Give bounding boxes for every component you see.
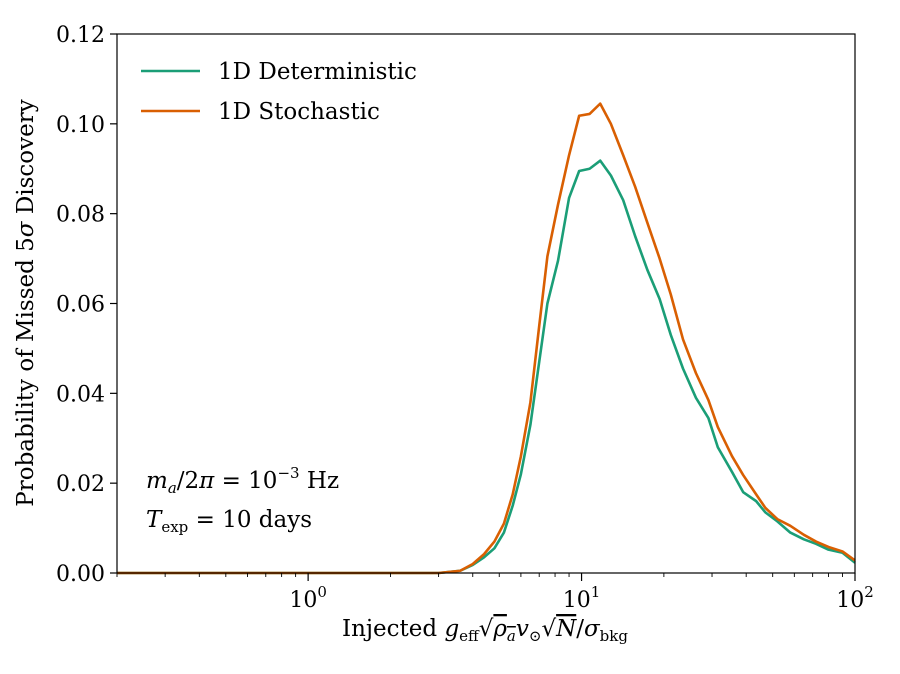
x-tick-label: 102 <box>836 583 874 613</box>
annotation-block: ma/2π = 10−3 Hz Texp = 10 days <box>146 464 339 536</box>
y-tick-label: 0.00 <box>56 562 105 587</box>
axis-ticks: 0.00 0.02 0.04 0.06 0.08 0.10 0.12 100 101 102 <box>56 23 874 613</box>
annotation-exposure: Texp = 10 days <box>146 507 312 536</box>
y-tick-label: 0.08 <box>56 203 105 228</box>
series-line-1d-deterministic <box>117 159 856 575</box>
y-tick-label: 0.02 <box>56 472 105 497</box>
plot-lines <box>117 102 856 575</box>
annotation-mass: ma/2π = 10−3 Hz <box>146 464 339 497</box>
y-tick-label: 0.06 <box>56 293 105 318</box>
legend: 1D Deterministic 1D Stochastic <box>141 59 417 125</box>
x-tick-label: 101 <box>563 583 601 613</box>
y-tick-label: 0.04 <box>56 382 105 407</box>
x-tick-label: 100 <box>289 583 327 613</box>
y-tick-label: 0.12 <box>56 23 105 48</box>
series-line-1d-stochastic <box>117 102 856 575</box>
legend-label-deterministic: 1D Deterministic <box>218 59 417 85</box>
legend-label-stochastic: 1D Stochastic <box>218 99 380 125</box>
x-axis-label: Injected geff√ρav⊙√N/σbkg <box>342 616 628 645</box>
y-axis-label: Probability of Missed 5σ Discovery <box>13 99 39 507</box>
plot-frame <box>116 33 856 574</box>
y-tick-label: 0.10 <box>56 113 105 138</box>
